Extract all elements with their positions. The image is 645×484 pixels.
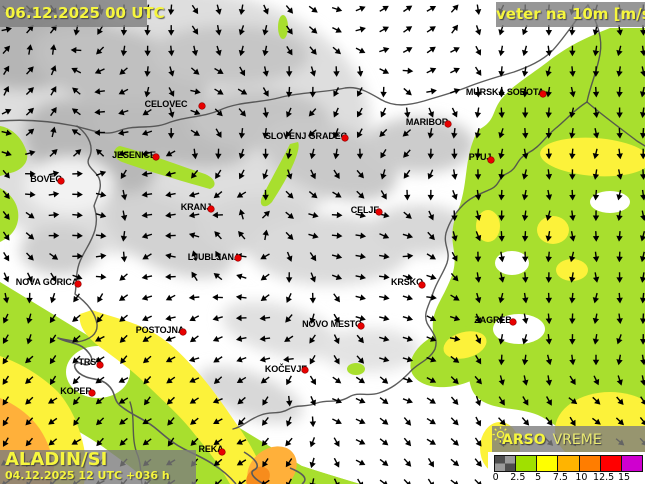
city-dot [375,208,383,216]
city-label: POSTOJNA [136,325,185,335]
city-label: NOVO MESTO [302,319,362,329]
border-hu-cro [586,101,645,147]
city-marker: BOVEC [30,174,65,185]
city-marker: CELJE [351,205,383,216]
city-marker: CELOVEC [145,99,206,110]
map-title: veter na 10m [m/s] [496,2,645,27]
city-label: LJUBLJANA [188,252,241,262]
model-name: ALADIN/SI [5,449,108,470]
valid-time-label: 06.12.2025 00 UTC [0,0,165,27]
legend-tick: 7.5 [552,472,568,483]
city-marker: PTUJ [469,152,495,164]
arso-vreme-branding: ARSO VREME [492,426,645,453]
wind-speed-legend: 0 2.5 5 7.5 10 12.5 15 [488,452,645,484]
city-label: MARIBOR [406,117,449,127]
city-marker: ZAGREB [474,315,517,326]
city-label: REKA [198,444,224,454]
city-dot [74,280,82,288]
legend-color-bar [494,455,643,472]
city-dot [444,120,452,128]
city-markers: CELOVEC MURSKA SOBOTA SLOVENJ GRADEC MARIBO… [16,87,547,456]
valid-time-text: 06.12.2025 00 UTC [5,4,165,22]
city-dot [509,318,517,326]
legend-cell [557,456,579,471]
city-label: MURSKA SOBOTA [466,87,545,97]
city-label: CELJE [351,205,380,215]
city-marker: KOČEVJE [265,363,309,374]
legend-cell [495,456,516,471]
city-marker: REKA [198,444,226,456]
city-label: ZAGREB [474,315,512,325]
city-label: CELOVEC [145,99,188,109]
city-label: KRANJ [181,202,212,212]
brand-product: VREME [552,431,602,448]
city-dot [218,448,226,456]
legend-cell [599,456,621,471]
city-marker: SLOVENJ GRADEC [265,131,349,142]
city-label: JESENICE [112,150,156,160]
city-marker: TRST [78,357,104,369]
legend-tick: 2.5 [510,472,526,483]
city-label: TRST [78,357,102,367]
island-coast-2 [289,467,306,484]
brand-org: ARSO [502,431,546,448]
legend-tick: 15 [617,472,631,483]
model-run-info: 04.12.2025 12 UTC +036 h [5,469,170,482]
city-marker: LJUBLJANA [188,252,242,262]
city-marker: KRANJ [181,202,215,213]
map-title-text: veter na 10m [m/s] [496,5,645,23]
city-label: KOČEVJE [265,363,307,374]
city-dot [179,328,187,336]
city-dot [341,134,349,142]
city-dot [57,177,65,185]
city-dot [152,153,160,161]
city-dot [487,156,495,164]
city-marker: JESENICE [112,150,160,161]
island-coast-1 [243,451,265,484]
city-dot [301,366,309,374]
city-label: NOVA GORICA [16,277,79,287]
legend-cell [536,456,558,471]
city-dot [357,322,365,330]
city-label: KRŠKO [391,276,423,287]
sun-icon [492,426,509,443]
legend-cell [515,456,537,471]
border-austria [0,4,589,134]
legend-tick: 12.5 [593,472,615,483]
city-marker: NOVA GORICA [16,277,82,288]
model-info: ALADIN/SI 04.12.2025 12 UTC +036 h [0,450,196,484]
city-dot [198,102,206,110]
city-dot [207,205,215,213]
city-dot [234,254,242,262]
city-dot [539,90,547,98]
city-marker: MURSKA SOBOTA [466,87,547,98]
city-dot [418,281,426,289]
city-marker: MARIBOR [406,117,452,128]
legend-tick: 0 [492,472,499,483]
legend-tick-labels: 0 2.5 5 7.5 10 12.5 15 [488,472,645,484]
city-dot [96,361,104,369]
city-label: KOPER [60,386,92,396]
legend-tick: 5 [535,472,542,483]
city-label: BOVEC [30,174,62,184]
city-marker: POSTOJNA [136,325,187,336]
city-label: PTUJ [469,152,492,162]
city-marker: NOVO MESTO [302,319,365,330]
city-dot [88,389,96,397]
legend-cell [620,456,642,471]
border-italy [74,125,102,343]
city-label: SLOVENJ GRADEC [265,131,348,141]
city-marker: KOPER [60,386,96,397]
legend-tick: 10 [575,472,588,483]
legend-cell [578,456,600,471]
city-marker: KRŠKO [391,276,426,289]
